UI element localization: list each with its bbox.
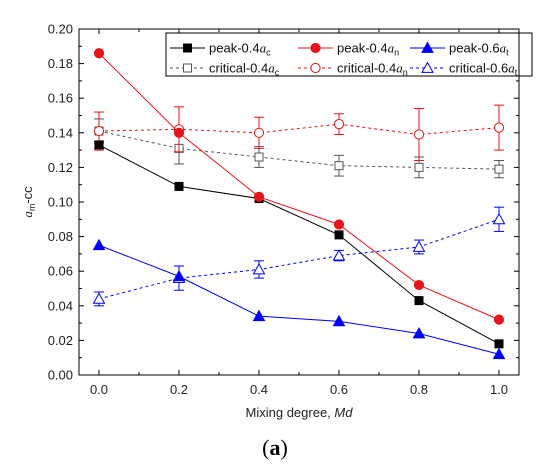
x-tick-label: 0.2 [170, 382, 188, 397]
data-point-triangle [252, 262, 266, 275]
data-point-square [494, 339, 504, 349]
data-point-triangle [252, 309, 266, 322]
y-tick-label: 0.12 [48, 160, 73, 175]
legend-label: peak-0.4ac [209, 41, 271, 58]
x-tick-label: 0.0 [90, 382, 108, 397]
x-tick-label: 1.0 [490, 382, 508, 397]
x-tick-label: 0.8 [410, 382, 428, 397]
y-tick-label: 0.10 [48, 195, 73, 210]
y-tick-label: 0.06 [48, 264, 73, 279]
data-point-triangle [421, 61, 434, 73]
data-point-square [334, 161, 344, 171]
series-critical-0.4a_n [93, 104, 505, 161]
series-line [98, 123, 500, 136]
data-point-square [414, 162, 424, 172]
data-point-square [414, 296, 424, 306]
data-point-square [183, 43, 192, 53]
data-point-circle [310, 42, 321, 54]
plot-frame [78, 28, 520, 376]
y-tick-label: 0.08 [48, 229, 73, 244]
y-tick-label: 0.02 [48, 333, 73, 348]
data-point-square [174, 181, 184, 191]
legend-label: critical-0.4ac [209, 61, 280, 78]
y-tick-label: 0.14 [48, 125, 73, 140]
data-point-triangle [92, 292, 106, 304]
data-point-triangle [492, 347, 506, 360]
legend-item: peak-0.6at [410, 41, 509, 58]
legend-item: critical-0.4ac [170, 61, 280, 78]
series-peak-0.4a_n [93, 48, 505, 325]
legend-item: peak-0.4an [298, 41, 399, 58]
data-point-circle [310, 62, 321, 74]
data-point-triangle [172, 269, 186, 282]
panel-label: (a) [262, 435, 288, 460]
y-tick-label: 0.20 [48, 22, 73, 37]
data-point-triangle [332, 249, 346, 261]
data-point-square [254, 152, 264, 162]
series-line [98, 52, 500, 321]
data-point-triangle [421, 41, 434, 53]
data-point-circle [253, 191, 265, 202]
data-point-circle [413, 129, 425, 140]
x-tick-label: 0.4 [250, 382, 268, 397]
legend-item: critical-0.4an [298, 61, 408, 78]
data-point-circle [93, 48, 105, 59]
y-tick-label: 0.18 [48, 56, 73, 71]
data-point-triangle [412, 326, 426, 339]
data-point-circle [413, 279, 425, 291]
series-line [98, 244, 500, 355]
data-point-circle [493, 314, 505, 325]
series-peak-0.6a_t [92, 238, 506, 360]
series-line [98, 218, 500, 300]
series-line [98, 130, 500, 170]
series-line [98, 144, 500, 345]
data-point-triangle [492, 212, 506, 225]
data-point-triangle [412, 240, 426, 252]
legend-label: peak-0.4an [337, 41, 399, 58]
data-point-triangle [92, 238, 106, 251]
x-tick-label: 0.6 [330, 382, 348, 397]
legend-box [165, 32, 533, 77]
data-point-triangle [332, 314, 346, 327]
legend-label: peak-0.6at [449, 41, 509, 58]
legend-label: critical-0.6at [449, 61, 518, 78]
data-point-square [94, 140, 104, 150]
data-point-circle [493, 122, 505, 133]
data-point-square [334, 230, 344, 240]
y-tick-label: 0.00 [48, 368, 73, 383]
legend-item: critical-0.6at [410, 61, 518, 78]
y-tick-label: 0.16 [48, 91, 73, 106]
data-point-square [183, 63, 192, 73]
data-point-circle [173, 127, 185, 138]
y-tick-label: 0.04 [48, 298, 73, 313]
series-peak-0.4a_c [94, 140, 504, 349]
legend-label: critical-0.4an [337, 61, 408, 78]
y-axis-label: am-cc [20, 186, 37, 218]
data-point-circle [333, 119, 345, 130]
data-point-square [494, 164, 504, 174]
series-critical-0.6a_t [92, 206, 506, 307]
legend-item: peak-0.4ac [170, 41, 271, 58]
data-point-circle [253, 127, 265, 138]
data-point-circle [93, 125, 105, 137]
series-critical-0.4a_c [94, 118, 504, 179]
data-point-circle [333, 219, 345, 230]
x-axis-label: Mixing degree, Md [246, 405, 354, 420]
